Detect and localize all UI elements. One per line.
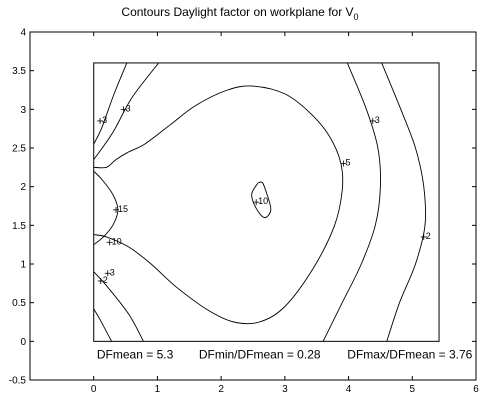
contour-label: 2	[426, 231, 431, 241]
contour-label: 3	[102, 115, 107, 125]
y-tick-label: 2	[20, 182, 26, 193]
contour-label: 5	[345, 157, 350, 167]
y-tick-label: 4	[20, 28, 26, 39]
y-tick-label: 2.5	[12, 144, 26, 155]
x-tick-label: 0	[91, 384, 97, 395]
y-tick-label: 3	[20, 105, 26, 116]
y-tick-label: 0.5	[12, 298, 26, 309]
y-tick-label: -0.5	[9, 376, 27, 387]
x-tick-label: 3	[282, 384, 288, 395]
x-tick-label: 5	[410, 384, 416, 395]
contour-label: 10	[112, 236, 122, 246]
chart-title: Contours Daylight factor on workplane fo…	[121, 5, 358, 22]
stats-annotation: DFmax/DFmean = 3.76	[347, 347, 472, 361]
y-tick-label: 1.5	[12, 221, 26, 232]
axes-box	[29, 31, 477, 381]
contour-line-3	[322, 62, 381, 342]
y-tick-label: 0	[20, 337, 26, 348]
x-tick-label: 4	[346, 384, 352, 395]
stats-annotation: DFmin/DFmean = 0.28	[199, 347, 321, 361]
contour-line-10	[251, 181, 272, 219]
x-tick-label: 1	[155, 384, 161, 395]
contour-line-2	[93, 308, 112, 342]
contour-label: 3	[375, 115, 380, 125]
workplane-outline	[93, 62, 440, 342]
contour-label: 3	[126, 103, 131, 113]
contour-line-10	[93, 85, 344, 325]
chart-title-subscript: 0	[354, 12, 359, 22]
stats-annotations: DFmean = 5.3 DFmin/DFmean = 0.28 DFmax/DFm…	[97, 347, 473, 361]
stats-annotation: DFmean = 5.3	[97, 347, 174, 361]
contour-label: 3	[110, 267, 115, 277]
chart-title-main: Contours Daylight factor on workplane fo…	[121, 5, 353, 19]
y-tick-label: 3.5	[12, 66, 26, 77]
y-tick-label: 1	[20, 260, 26, 271]
contour-label: 10	[258, 196, 268, 206]
contour-line-3	[93, 271, 144, 342]
contour-line-2	[381, 62, 427, 342]
x-tick-label: 6	[473, 384, 479, 395]
contour-line-2	[93, 62, 128, 145]
contour-label: 15	[118, 204, 128, 214]
contour-line-3	[93, 62, 160, 160]
x-tick-label: 2	[218, 384, 224, 395]
contour-label: 2	[103, 275, 108, 285]
contour-line-15	[93, 170, 119, 246]
axis-ticks: 0 1 2 3 4 5 6-0.500.511.522.533.54	[9, 28, 479, 396]
